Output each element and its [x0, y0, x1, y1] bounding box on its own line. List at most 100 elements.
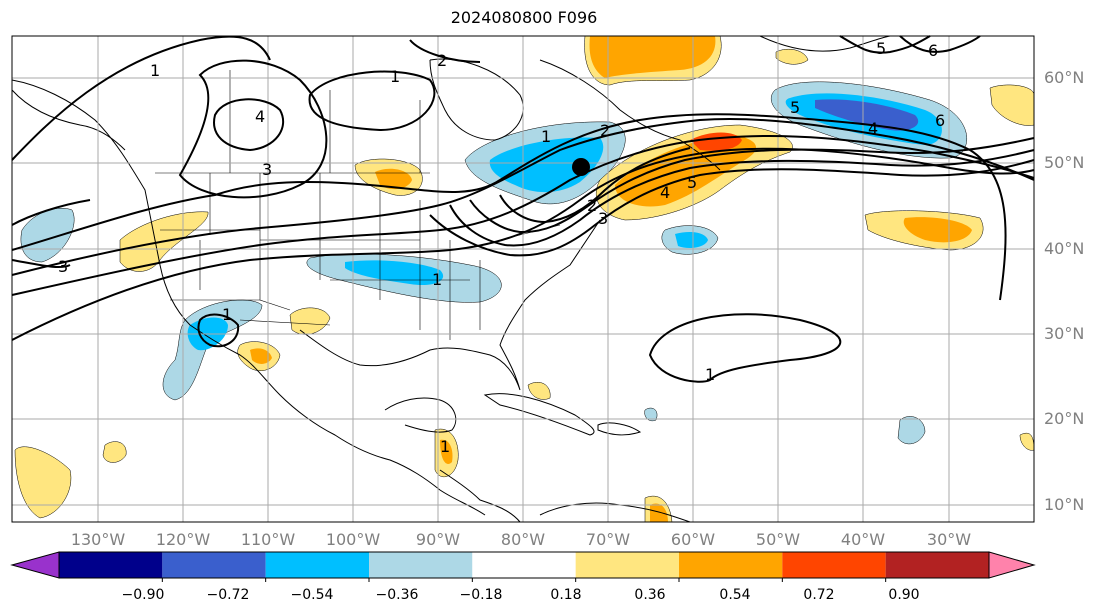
anomaly-negative-core — [675, 232, 708, 248]
colorbar-segment — [575, 552, 679, 578]
contour-label: 1 — [150, 61, 160, 80]
colorbar-tick-label: −0.72 — [206, 587, 250, 603]
anomaly-positive-core — [250, 348, 272, 364]
anomaly-negative-core — [815, 99, 919, 131]
colorbar-tick-label: 0.18 — [550, 587, 582, 603]
colorbar-segment — [265, 552, 369, 578]
colorbar — [10, 551, 1036, 582]
colorbar-segment — [782, 552, 886, 578]
colorbar-tick-label: −0.36 — [375, 587, 419, 603]
anomaly-positive-core — [589, 36, 716, 78]
anomaly-positive-region — [527, 382, 551, 400]
lon-label: 70°W — [585, 530, 631, 549]
anomaly-positive-region — [102, 441, 127, 463]
anomaly-negative-region — [897, 416, 926, 445]
contour-label: 4 — [868, 119, 878, 138]
colorbar-segment — [369, 552, 473, 578]
contour-label: 1 — [705, 365, 715, 384]
gulf-coastline — [299, 219, 601, 391]
lat-label: 40°N — [1044, 239, 1085, 258]
contour-label: 4 — [660, 183, 670, 202]
contour-label: 6 — [935, 111, 945, 130]
trough-1 — [11, 113, 1007, 301]
colorbar-extend-min — [10, 551, 60, 579]
colorbar-tick-label: 0.72 — [803, 587, 835, 603]
lat-label: 10°N — [1044, 495, 1085, 514]
anomaly-negative-core — [345, 260, 444, 286]
contour-label: 6 — [928, 41, 938, 60]
lat-label: 60°N — [1044, 68, 1085, 87]
colorbar-segments — [10, 551, 1036, 579]
contour-mexico-2 — [197, 313, 240, 348]
greenland-coastline — [759, 35, 891, 52]
contour-1 — [11, 35, 271, 161]
contour-label-group: 1 1 2 4 3 3 1 2 5 6 5 4 6 1 2 3 4 5 1 1 … — [58, 39, 945, 456]
lon-label: 90°W — [415, 530, 461, 549]
anomaly-positive-core — [903, 217, 972, 243]
hispaniola-coastline — [597, 422, 642, 436]
coastlines — [11, 35, 891, 523]
anomaly-positive-core — [440, 439, 453, 464]
trough-6 — [449, 149, 1035, 247]
colorbar-segment — [885, 552, 989, 578]
lon-label: 130°W — [70, 530, 126, 549]
contour-label: 1 — [390, 67, 400, 86]
colorbar-segment — [679, 552, 783, 578]
lat-label: 50°N — [1044, 153, 1085, 172]
contour-2 — [178, 59, 328, 199]
colorbar-extend-max — [988, 551, 1036, 579]
lon-label: 40°W — [840, 530, 886, 549]
colorbar-segment — [472, 552, 576, 578]
colorbar-outline — [58, 551, 990, 579]
anomaly-negative-region — [644, 407, 658, 422]
contour-label: 1 — [222, 305, 232, 324]
contour-label: 3 — [598, 209, 608, 228]
contour-label: 5 — [790, 98, 800, 117]
anomaly-positive-core — [650, 503, 668, 522]
contour-label: 2 — [600, 121, 610, 140]
contour-label: 1 — [432, 270, 442, 289]
contour-pacific-3 — [11, 259, 71, 269]
cuba-coastline — [483, 393, 595, 436]
colorbar-tick-label: 0.54 — [719, 587, 751, 603]
contour-1-inner — [308, 70, 436, 132]
anomaly-positive-region — [775, 49, 809, 65]
gridlines — [12, 36, 1034, 522]
colorbar-tick-label: −0.54 — [290, 587, 334, 603]
map-frame — [11, 35, 1035, 523]
anomaly-positive-core — [615, 135, 757, 207]
colorbar-tick-label: −0.90 — [121, 587, 165, 603]
map-title: 2024080800 F096 — [450, 8, 598, 27]
contour-label: 2 — [437, 51, 447, 70]
contour-label: 3 — [58, 257, 68, 276]
trough-5 — [429, 159, 1035, 257]
north-america-coastline — [11, 79, 486, 516]
trough-4 — [11, 147, 1035, 341]
greenland-contour-5 — [839, 35, 931, 54]
lon-label: 80°W — [500, 530, 546, 549]
contour-label: 5 — [876, 39, 886, 58]
trough-3 — [11, 134, 1035, 296]
contour-label: 2 — [587, 196, 597, 215]
colorbar-ticks — [161, 578, 887, 582]
lon-label: 30°W — [926, 530, 972, 549]
colorbar-segment — [59, 552, 163, 578]
colorbar-tick-label: −0.18 — [459, 587, 503, 603]
trough-8 — [499, 147, 691, 224]
contour-label: 3 — [262, 160, 272, 179]
lon-label: 110°W — [240, 530, 296, 549]
contour-subtropical-1 — [648, 313, 842, 383]
lat-label: 20°N — [1044, 409, 1085, 428]
central-america-coastline — [439, 469, 521, 523]
trough-2 — [11, 118, 1035, 276]
colorbar-tick-label: 0.36 — [634, 587, 666, 603]
lon-label: 120°W — [155, 530, 211, 549]
anomaly-positive-core — [375, 168, 412, 190]
contour-2-inner — [409, 39, 481, 63]
lon-label: 60°W — [670, 530, 716, 549]
greenland-contour-6 — [899, 35, 981, 53]
contour-label: 5 — [687, 173, 697, 192]
colorbar-tick-label: 0.90 — [888, 587, 920, 603]
colorbar-segment — [162, 552, 266, 578]
trough-7 — [469, 137, 1035, 234]
